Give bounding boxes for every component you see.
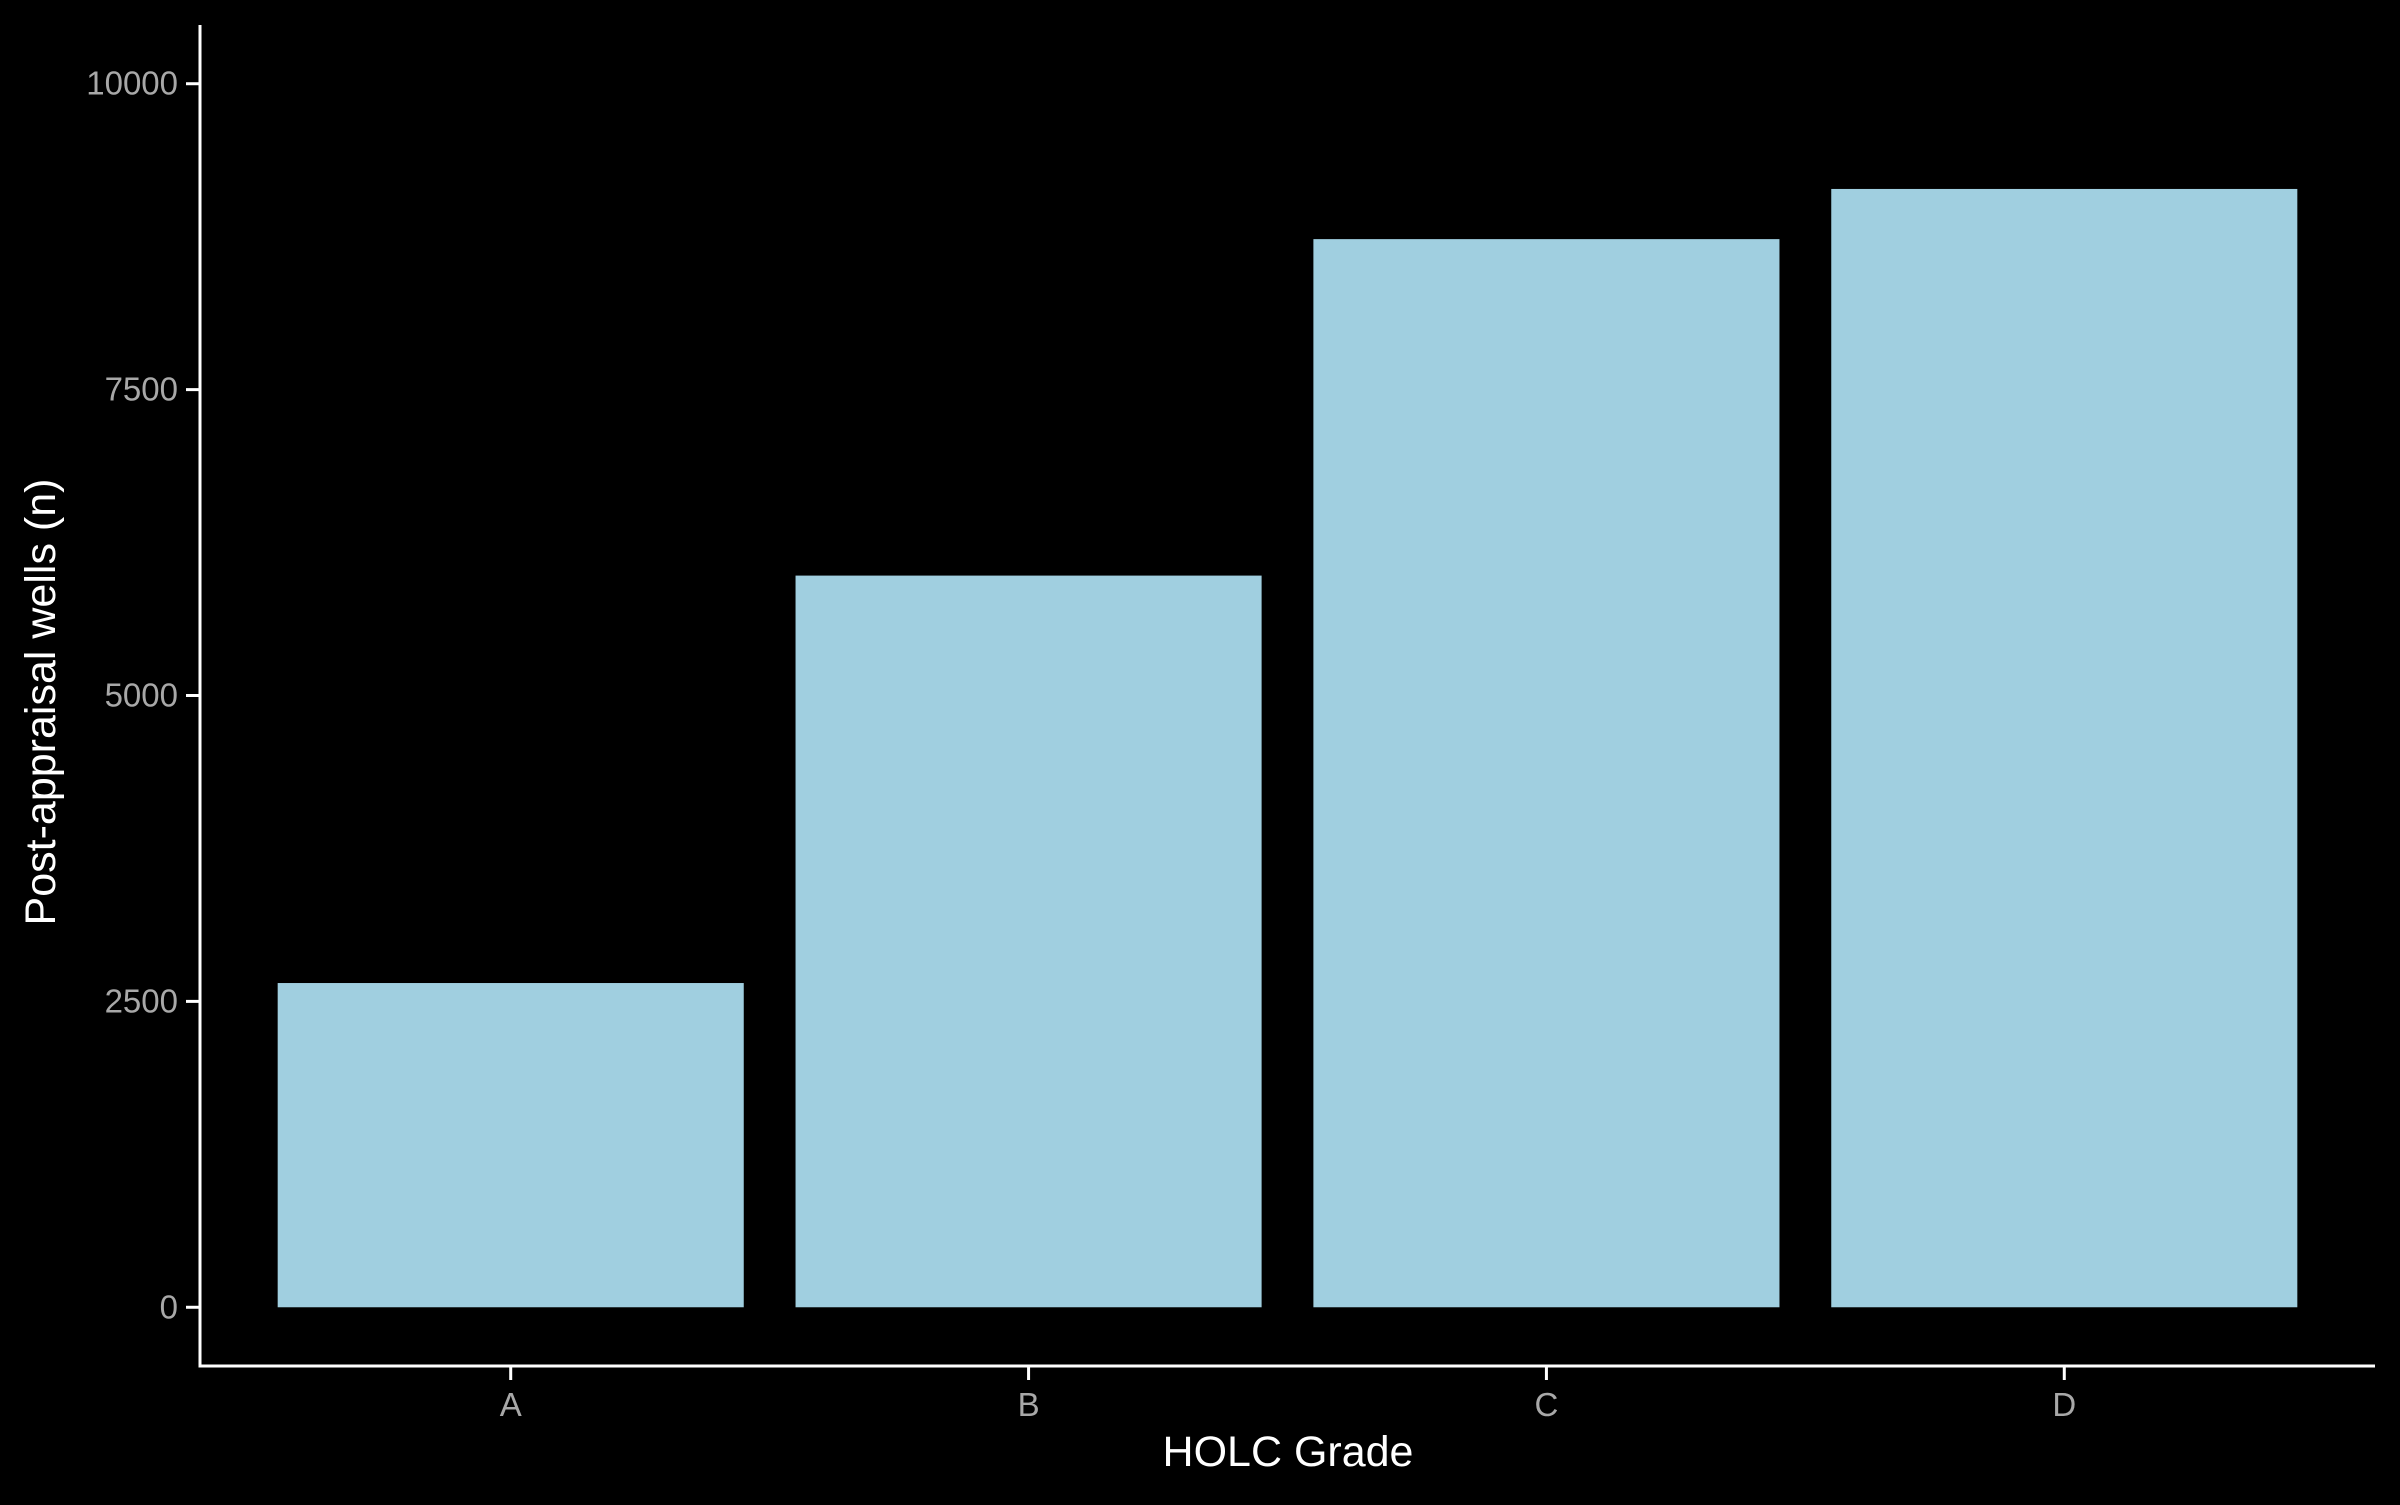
y-tick-label: 0 bbox=[160, 1288, 178, 1325]
ticks-layer: 0 2500 5000 7500 10000 A B C D bbox=[86, 65, 2076, 1423]
x-tick-label: A bbox=[500, 1386, 522, 1423]
x-axis-title: HOLC Grade bbox=[1163, 1428, 1414, 1476]
x-tick-label: B bbox=[1018, 1386, 1040, 1423]
bar-c bbox=[1313, 239, 1780, 1308]
y-tick-label: 10000 bbox=[86, 65, 178, 102]
bar-b bbox=[795, 575, 1262, 1308]
bar-a bbox=[277, 983, 744, 1308]
bar-d bbox=[1831, 188, 2298, 1308]
x-tick-label: D bbox=[2052, 1386, 2076, 1423]
y-tick-label: 7500 bbox=[105, 371, 178, 408]
y-tick-label: 2500 bbox=[105, 982, 178, 1019]
y-axis-title: Post-appraisal wells (n) bbox=[17, 479, 65, 926]
x-tick-label: C bbox=[1535, 1386, 1559, 1423]
y-tick-label: 5000 bbox=[105, 677, 178, 714]
bars-layer bbox=[277, 188, 2298, 1308]
